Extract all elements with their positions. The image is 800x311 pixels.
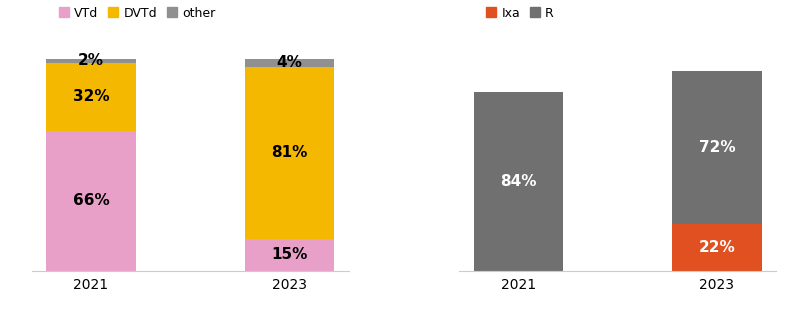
Bar <box>474 92 563 271</box>
Legend: Ixa, R: Ixa, R <box>482 2 559 25</box>
Text: 32%: 32% <box>73 89 110 104</box>
Bar <box>245 239 334 271</box>
Title: 1 LINE TE - MAINTENANCE: 1 LINE TE - MAINTENANCE <box>497 0 739 2</box>
Bar <box>46 63 136 131</box>
Bar <box>672 71 762 224</box>
Text: 81%: 81% <box>271 145 308 160</box>
Bar <box>245 58 334 67</box>
Text: 84%: 84% <box>500 174 537 189</box>
Title: 1 LINE - TE: 1 LINE - TE <box>140 0 241 2</box>
Legend: VTd, DVTd, other: VTd, DVTd, other <box>54 2 220 25</box>
Bar <box>672 224 762 271</box>
Text: 66%: 66% <box>73 193 110 208</box>
Text: 4%: 4% <box>277 55 302 70</box>
Text: 22%: 22% <box>698 240 735 255</box>
Text: 72%: 72% <box>698 140 735 155</box>
Text: 15%: 15% <box>271 247 308 262</box>
Text: 2%: 2% <box>78 53 104 68</box>
Bar <box>46 131 136 271</box>
Bar <box>245 67 334 239</box>
Bar <box>46 58 136 63</box>
